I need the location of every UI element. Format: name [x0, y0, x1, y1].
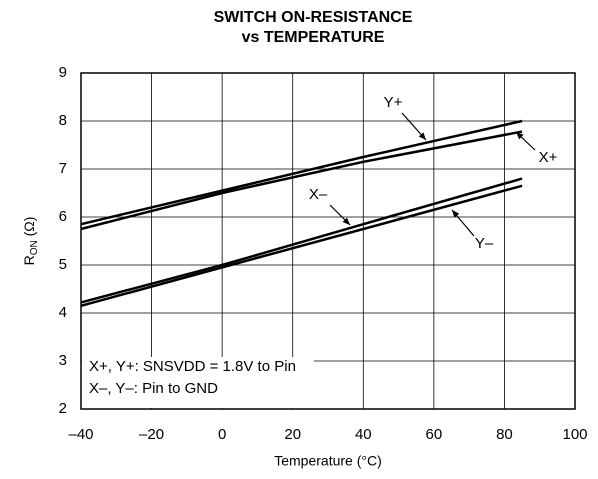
line: [80, 130, 523, 231]
line: [80, 184, 523, 308]
x-tick-label: 100: [562, 426, 587, 443]
plot-frame: [80, 72, 576, 410]
x-tick-label: –40: [68, 426, 93, 443]
arrow-head: [418, 132, 426, 140]
y-axis-label: RON (Ω): [21, 217, 40, 266]
x-tick-label: 40: [355, 426, 372, 443]
legend-label: Y+: [384, 94, 403, 111]
chart-title: SWITCH ON-RESISTANCE: [214, 9, 413, 26]
annotation-box: [82, 357, 314, 408]
annotation: X+, Y+: SNSVDD = 1.8V to Pin: [89, 358, 296, 375]
y-tick-label: 7: [59, 160, 67, 177]
y-tick-label: 8: [59, 112, 67, 129]
arrow-head: [452, 210, 460, 218]
x-tick-label: 60: [426, 426, 443, 443]
arrow-head: [516, 132, 524, 140]
x-tick-label: 20: [284, 426, 301, 443]
legend-label: X+: [539, 149, 558, 166]
arrow-head: [342, 217, 350, 225]
line: [80, 119, 523, 226]
legend-label: Y–: [475, 235, 494, 252]
y-tick-label: 3: [59, 352, 67, 369]
x-tick-label: –20: [139, 426, 164, 443]
chart-title: vs TEMPERATURE: [242, 29, 385, 46]
x-tick-label: 80: [496, 426, 513, 443]
y-tick-label: 9: [59, 64, 67, 81]
legend-label: X–: [309, 186, 328, 203]
y-tick-label: 2: [59, 400, 67, 417]
y-tick-label: 6: [59, 208, 67, 225]
y-axis-label: R: [21, 255, 37, 265]
x-axis-label: Temperature (°C): [274, 453, 382, 469]
y-tick-label: 5: [59, 256, 67, 273]
y-tick-label: 4: [59, 304, 67, 321]
annotation: X–, Y–: Pin to GND: [89, 380, 218, 397]
x-tick-label: 0: [218, 426, 226, 443]
y-axis-label: (Ω): [21, 217, 37, 241]
y-axis-label: ON: [29, 240, 40, 255]
line: [80, 177, 523, 304]
